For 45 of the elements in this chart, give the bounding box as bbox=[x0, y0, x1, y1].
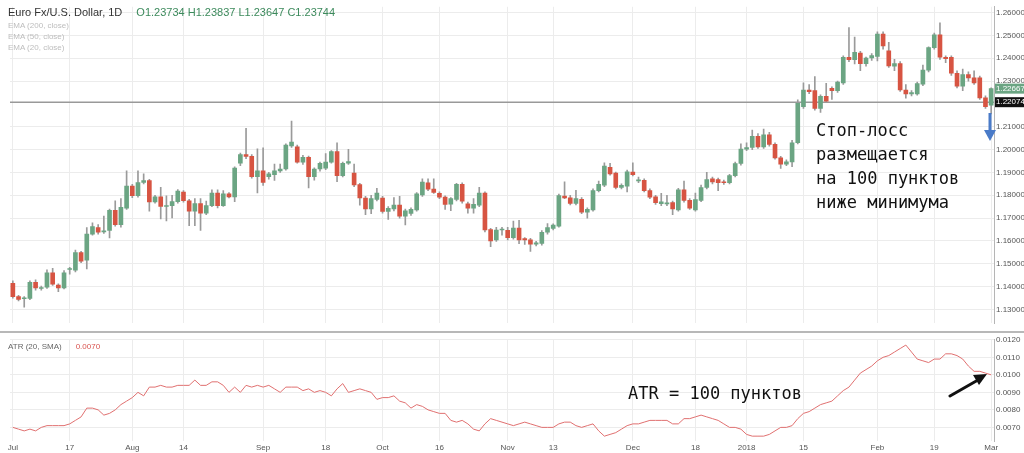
x-tick-label: 14 bbox=[179, 443, 189, 453]
x-tick-label: Feb bbox=[870, 443, 885, 453]
y-tick-label: 1.16000 bbox=[996, 236, 1024, 246]
x-tick-label: Aug bbox=[125, 443, 140, 453]
y-tick-label: 0.0090 bbox=[996, 387, 1022, 397]
x-tick-label: 18 bbox=[321, 443, 331, 453]
y-tick-label: 1.17000 bbox=[996, 213, 1024, 223]
x-tick-label: Sep bbox=[255, 443, 271, 453]
annotation: O1.23734 H1.23837 L1.23647 C1.23744 bbox=[136, 6, 336, 18]
x-tick-label: 17 bbox=[65, 443, 75, 453]
x-tick-label: 15 bbox=[799, 443, 809, 453]
y-tick-label: 0.0070 bbox=[996, 422, 1022, 432]
y-tick-label: 0.0100 bbox=[996, 370, 1022, 380]
annotation: ATR = 100 пунктов bbox=[628, 382, 802, 405]
x-tick-label: 2018 bbox=[737, 443, 757, 453]
x-tick-label: Oct bbox=[376, 443, 390, 453]
chart-title: ATR (20, SMA) bbox=[8, 342, 62, 351]
y-tick-label: 0.0120 bbox=[996, 335, 1022, 344]
candlestick bbox=[431, 178, 437, 194]
chart-title: Euro Fx/U.S. Dollar, 1D bbox=[8, 6, 123, 18]
x-tick-label: 13 bbox=[548, 443, 559, 453]
x-tick-label: Nov bbox=[500, 443, 515, 453]
y-tick-label: 0.0110 bbox=[996, 352, 1021, 362]
y-tick-label: 1.19000 bbox=[996, 167, 1024, 177]
annotation: 0.0070 bbox=[75, 342, 101, 351]
y-tick-label: 1.23000 bbox=[996, 76, 1024, 86]
x-tick-label: 18 bbox=[690, 443, 701, 453]
x-tick-label: Mar bbox=[984, 443, 999, 453]
y-tick-label: 1.14000 bbox=[996, 281, 1024, 291]
y-tick-label: 1.24000 bbox=[996, 53, 1024, 63]
annotation: Стоп-лосс размещается на 100 пунктов ниже минимума bbox=[816, 119, 960, 214]
x-tick-label: 16 bbox=[434, 443, 445, 453]
y-tick-label: 1.21000 bbox=[996, 121, 1024, 131]
y-tick-label: 0.0080 bbox=[996, 405, 1022, 415]
y-tick-label: 1.26000 bbox=[996, 7, 1024, 17]
y-tick-label: 1.18000 bbox=[996, 190, 1024, 200]
y-tick-label: 1.13000 bbox=[996, 304, 1024, 314]
annotation: 1.22667 bbox=[996, 83, 1024, 93]
ref-line-label: 1.22074 bbox=[996, 97, 1024, 107]
y-tick-label: 1.20000 bbox=[996, 144, 1024, 154]
x-tick-label: Dec bbox=[625, 443, 640, 453]
y-tick-label: 1.25000 bbox=[996, 30, 1024, 40]
x-tick-label: 19 bbox=[929, 443, 940, 453]
y-tick-label: 1.15000 bbox=[996, 259, 1024, 269]
x-tick-label: Jul bbox=[7, 443, 19, 453]
